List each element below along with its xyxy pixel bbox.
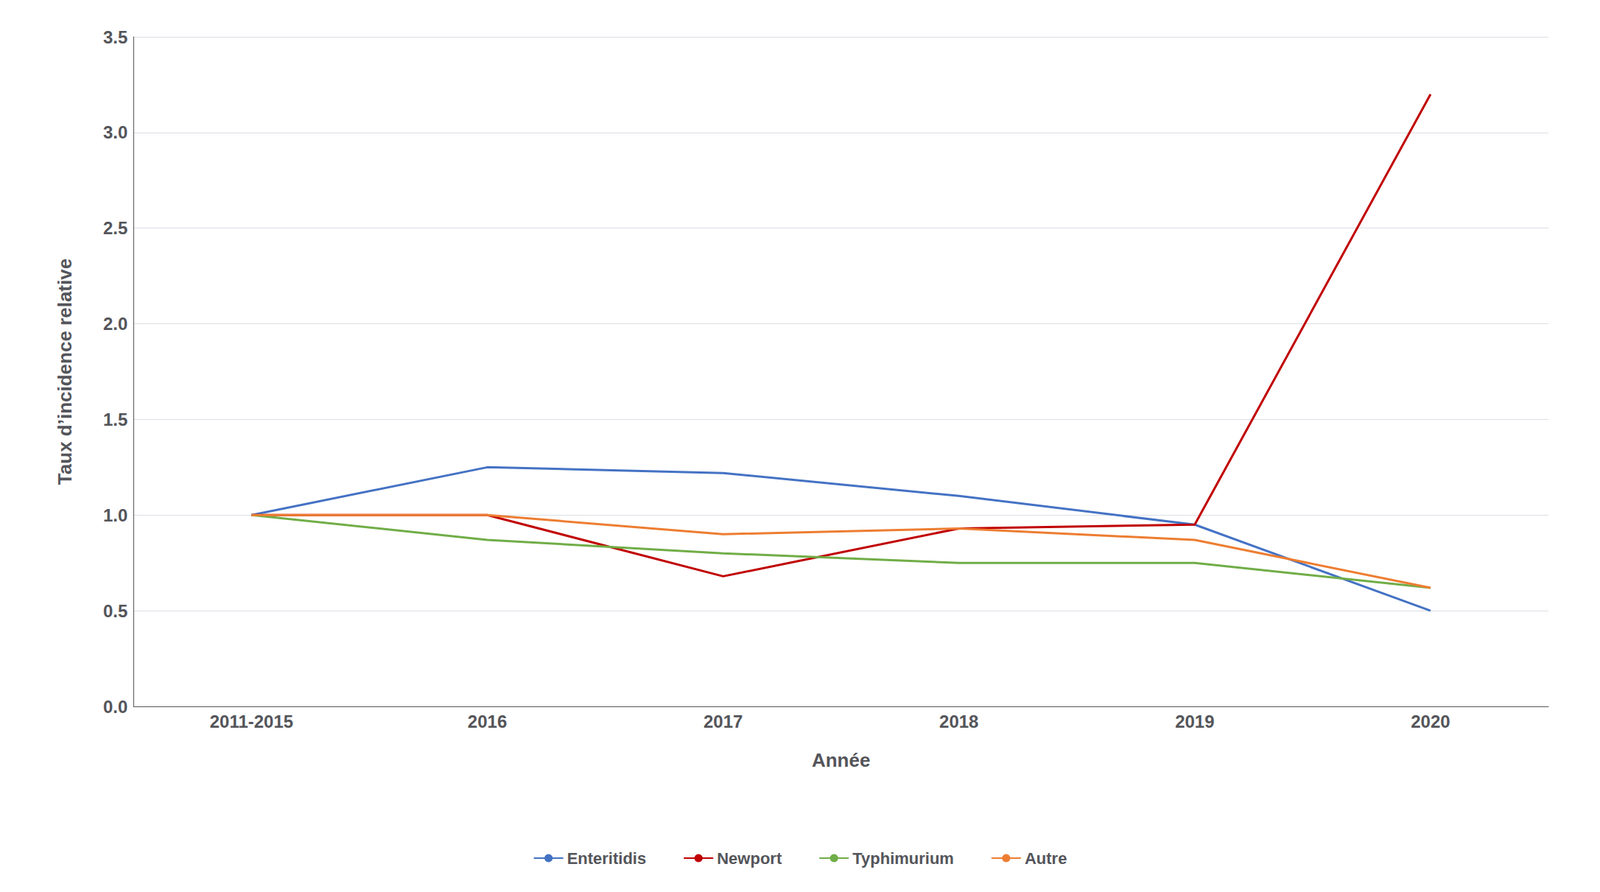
svg-text:3.5: 3.5 xyxy=(103,27,128,48)
svg-text:2017: 2017 xyxy=(703,711,743,732)
svg-text:Taux d’incidence relative: Taux d’incidence relative xyxy=(53,258,76,485)
svg-text:Newport: Newport xyxy=(716,849,783,868)
svg-text:3.0: 3.0 xyxy=(103,122,128,143)
svg-text:2019: 2019 xyxy=(1174,711,1214,732)
svg-text:Autre: Autre xyxy=(1024,849,1067,868)
svg-text:Enteritidis: Enteritidis xyxy=(567,849,647,868)
svg-text:2.0: 2.0 xyxy=(103,313,128,334)
svg-text:2.5: 2.5 xyxy=(103,218,128,238)
svg-text:0.5: 0.5 xyxy=(103,601,128,621)
svg-text:2011-2015: 2011-2015 xyxy=(209,711,294,732)
svg-text:0.0: 0.0 xyxy=(103,696,128,717)
svg-text:Année: Année xyxy=(811,749,870,772)
svg-text:1.5: 1.5 xyxy=(103,409,128,430)
svg-text:2016: 2016 xyxy=(467,711,507,732)
svg-text:2018: 2018 xyxy=(939,711,979,732)
svg-text:Typhimurium: Typhimurium xyxy=(852,849,954,868)
svg-text:2020: 2020 xyxy=(1410,711,1450,732)
svg-text:1.0: 1.0 xyxy=(103,505,128,526)
